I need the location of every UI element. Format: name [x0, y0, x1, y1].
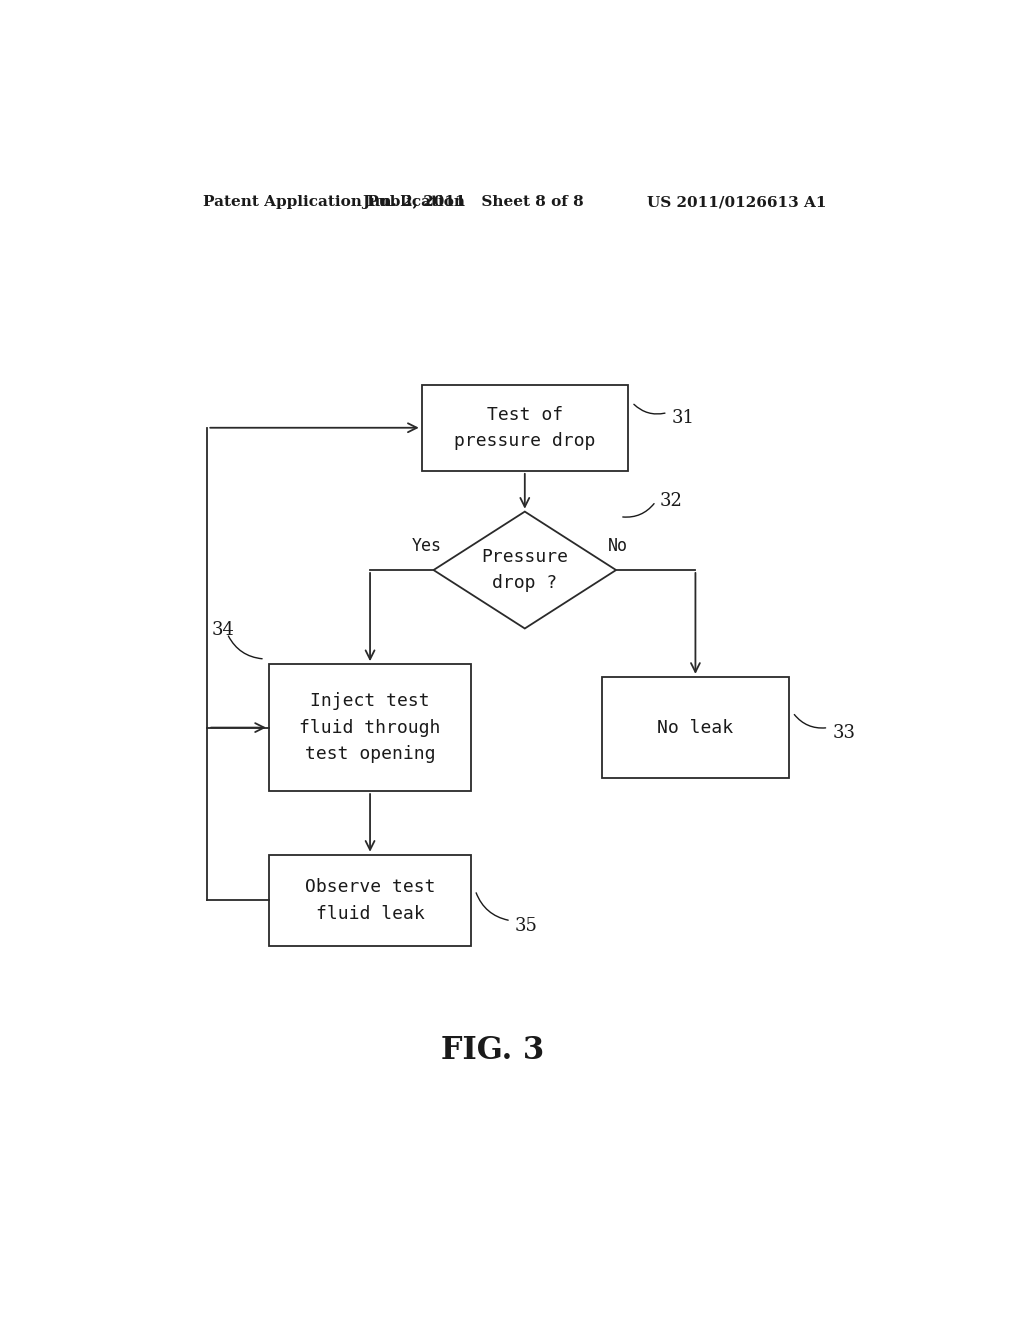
- Text: FIG. 3: FIG. 3: [441, 1035, 545, 1067]
- Text: 32: 32: [659, 492, 683, 511]
- Text: 33: 33: [833, 723, 855, 742]
- Text: Jun. 2, 2011   Sheet 8 of 8: Jun. 2, 2011 Sheet 8 of 8: [362, 195, 584, 209]
- Text: Observe test
fluid leak: Observe test fluid leak: [305, 878, 435, 923]
- FancyBboxPatch shape: [422, 384, 628, 471]
- Polygon shape: [433, 512, 616, 628]
- Text: Inject test
fluid through
test opening: Inject test fluid through test opening: [299, 692, 440, 763]
- Text: 34: 34: [211, 620, 234, 639]
- FancyBboxPatch shape: [269, 664, 471, 791]
- Text: 35: 35: [515, 917, 538, 935]
- Text: 31: 31: [672, 409, 694, 426]
- FancyBboxPatch shape: [269, 854, 471, 946]
- Text: No: No: [608, 537, 628, 554]
- Text: Pressure
drop ?: Pressure drop ?: [481, 548, 568, 593]
- FancyBboxPatch shape: [602, 677, 788, 779]
- Text: Yes: Yes: [412, 537, 441, 554]
- Text: No leak: No leak: [657, 718, 733, 737]
- Text: Patent Application Publication: Patent Application Publication: [204, 195, 465, 209]
- Text: US 2011/0126613 A1: US 2011/0126613 A1: [647, 195, 826, 209]
- Text: Test of
pressure drop: Test of pressure drop: [454, 405, 596, 450]
